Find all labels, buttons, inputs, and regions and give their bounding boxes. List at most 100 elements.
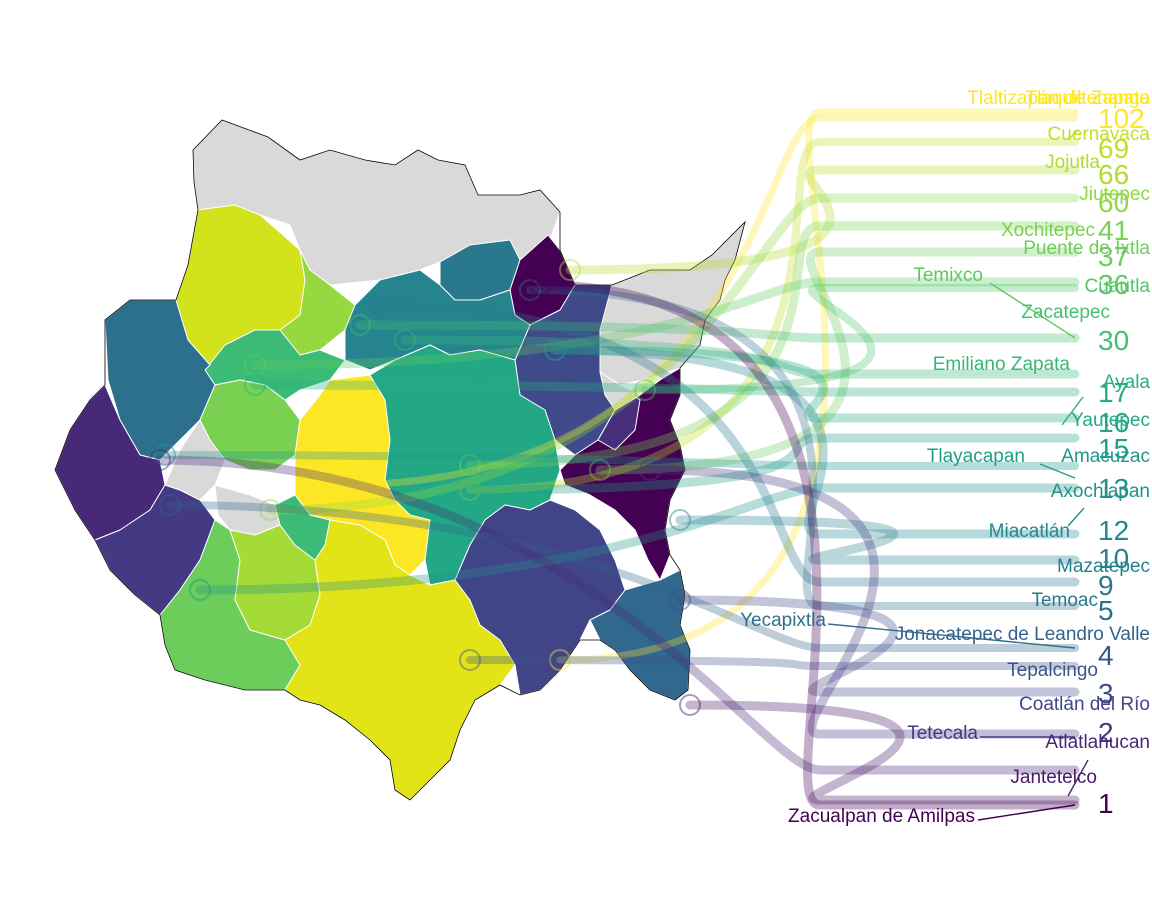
flow-origin-marker [189,579,211,601]
flow-ribbon [556,108,1079,664]
flow-ribbon [550,345,1080,423]
flow-origin-marker [459,649,481,671]
flow-ribbon [375,300,1080,587]
flow-ribbon [250,277,1080,370]
municipality-name-label: Tlaltizapán de Zapata [967,88,1150,109]
flow-origin-marker [459,454,481,476]
flow-ribbon [336,114,1079,489]
label-leader-line [827,623,1076,649]
municipality-name-label: Tetecala [907,723,978,744]
municipality-value-label: 13 [1098,473,1129,504]
flow-origin-marker [349,314,371,336]
municipality-name-label: Jonacatepec de Leandro Valle [895,624,1150,645]
municipality-value-label: 30 [1098,325,1129,356]
label-leader-line [1067,759,1089,797]
municipality-value-label: 37 [1098,241,1129,272]
municipality-name-label: Cuernavaca [1048,124,1151,145]
muni-center-teal-2 [344,269,531,371]
municipality-name-label: Zacatepec [1021,302,1110,323]
municipality-value-label: 69 [1098,133,1129,164]
flow-origin-marker [394,329,416,351]
flow-ribbon [166,501,1079,652]
flow-ribbon [466,656,1079,670]
flow-origin-marker [519,279,541,301]
municipality-value-label: 3 [1098,678,1114,709]
label-leader-line [1039,463,1076,479]
municipality-name-label: Miacatlán [989,521,1070,542]
municipality-value-label: 4 [1098,640,1114,671]
label-leader-line [977,804,1076,821]
flow-ribbon [265,193,1080,515]
flow-ribbon [465,433,1080,495]
flow-ribbon [355,320,1080,343]
flow-ribbons [149,108,1080,810]
flow-ribbon [250,380,1080,397]
flow-origin-marker [459,479,481,501]
flow-ribbon [155,455,1080,775]
flow-origin-marker [244,354,266,376]
label-leader-line [989,282,1076,339]
flow-ribbon [595,247,1080,475]
flow-origin-marker [459,479,481,501]
municipality-value-label: 10 [1098,543,1129,574]
flow-origin-marker [549,649,571,671]
municipality-name-label: Yautepec [1071,410,1150,431]
municipality-name-label: Mazatepec [1057,556,1150,577]
flow-ribbon [641,284,1079,394]
muni-east-grey [599,371,641,411]
leader-lines [827,129,1089,821]
municipality-name-label: Tlayacapan [927,446,1025,467]
municipality-name-label: Temixco [913,265,983,286]
municipality-value-label: 60 [1098,187,1129,218]
state-outline [54,119,746,801]
flow-ribbon [466,138,1079,494]
municipality-value-label: 41 [1098,215,1129,246]
flow-origin-marker [154,444,176,466]
municipality-value-label: 2 [1098,717,1114,748]
flow-origin-marker [329,474,351,496]
municipality-name-label: Emiliano Zapata [933,354,1071,375]
flow-ribbon [526,286,1079,610]
municipality-value-label: 66 [1098,159,1129,190]
municipality-value-label: 102 [1098,103,1145,134]
flow-ribbon [675,515,1080,565]
flow-origin-marker [679,694,701,716]
flow-origin-marker [669,509,691,531]
flow-ribbon [400,335,1080,379]
flow-origin-marker [634,379,656,401]
municipality-name-label: Zacualpan de Amilpas [788,806,975,827]
municipality-map [54,119,746,801]
flow-origin-marker [544,339,566,361]
label-leader-line [1061,396,1084,426]
flow-origin-marker [369,294,391,316]
flow-ribbon [550,345,1080,539]
municipality-name-label: Yecapixtla [740,610,826,631]
municipality-value-label: 15 [1098,433,1129,464]
municipality-labels: Tlaltizapán de Zapata102TlaquiltenangoCu… [740,88,1150,827]
municipality-value-label: 5 [1098,595,1114,626]
flow-ribbon [685,700,1080,805]
municipality-name-label: Jiutepec [1079,184,1150,205]
municipality-name-label: Jantetelco [1010,767,1097,788]
flow-origin-marker [589,459,611,481]
municipality-value-label: 9 [1098,570,1114,601]
municipality-value-label: 36 [1098,269,1129,300]
municipality-name-label: Tepalcingo [1007,660,1098,681]
label-leader-line [1067,129,1079,141]
municipality-name-label: Puente de Ixtla [1023,238,1150,259]
flow-ribbon [565,165,1080,275]
flow-ribbon [675,595,1080,697]
flow-origin-marker [639,459,661,481]
flow-origin-marker [159,494,181,516]
flow-ribbon [645,465,1080,739]
municipality-name-label: Jojutla [1045,152,1100,173]
label-leader-line [1067,507,1085,527]
municipality-name-label: Atlatlahucan [1045,732,1150,753]
municipality-name-label: Xochitepec [1001,220,1095,241]
municipality-value-label: 12 [1098,515,1129,546]
flow-ribbon [535,280,1080,810]
municipality-name-label: Coatlán del Río [1019,694,1150,715]
municipality-name-label: Amacuzac [1061,446,1150,467]
flow-ribbon [465,221,1080,470]
flow-origin-marker [529,274,551,296]
